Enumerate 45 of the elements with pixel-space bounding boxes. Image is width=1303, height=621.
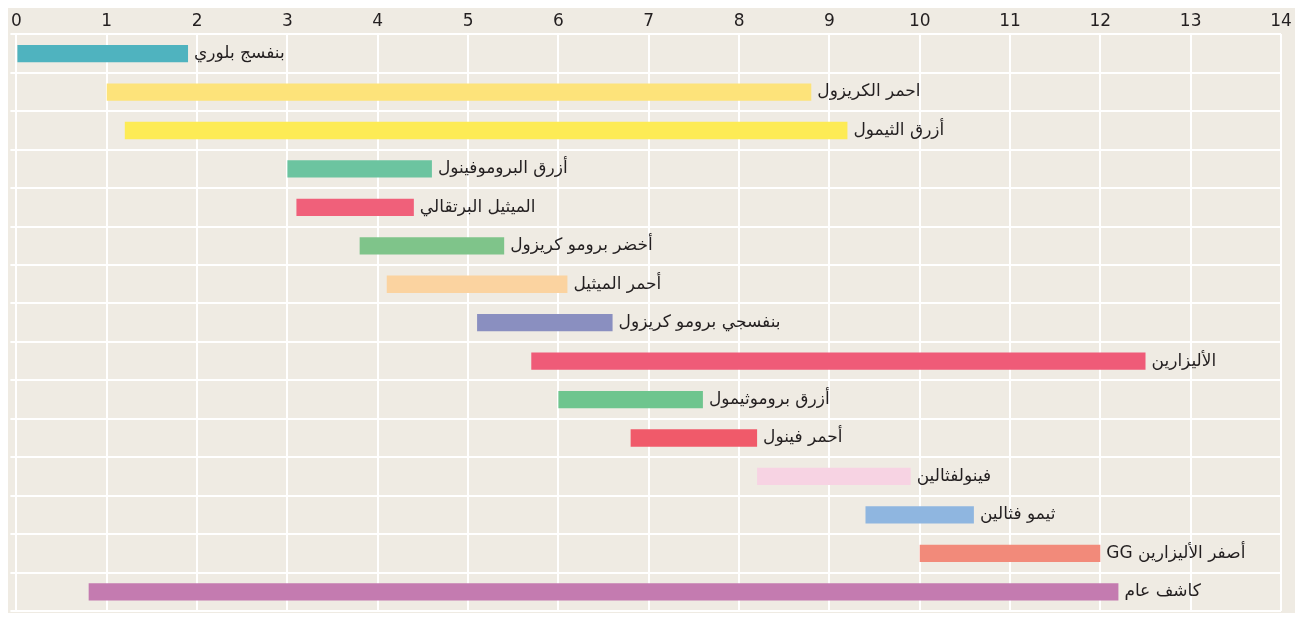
bar <box>287 160 432 178</box>
y-tick-label: بنفسجي برومو كريزول <box>618 311 781 333</box>
y-tick-label: أحمر الميثيل <box>573 271 662 293</box>
bar <box>865 506 974 524</box>
y-tick-label: احمر الكريزول <box>817 80 921 101</box>
x-tick-label: 10 <box>908 9 931 30</box>
bar <box>919 544 1101 562</box>
x-tick-label: 3 <box>281 9 293 30</box>
bar <box>757 467 911 486</box>
x-tick-label: 6 <box>552 9 564 30</box>
bar <box>477 314 613 332</box>
y-tick-label: أزرق الثيمول <box>853 117 945 139</box>
x-tick-label: 7 <box>643 9 655 30</box>
y-tick-label: أحمر فينول <box>763 425 843 447</box>
bar <box>359 237 505 255</box>
y-tick-label: ثيمو فثالين <box>979 503 1056 524</box>
bar <box>17 44 189 63</box>
x-tick-label: 9 <box>823 9 835 30</box>
x-tick-label: 4 <box>372 9 384 30</box>
y-tick-label: فينولفثالين <box>916 464 992 485</box>
x-tick-label: 2 <box>191 9 203 30</box>
bar <box>296 198 414 217</box>
y-tick-label: كاشف عام <box>1124 580 1202 601</box>
y-tick-label: الأليزارين <box>1151 349 1217 370</box>
x-tick-label: 5 <box>462 9 474 30</box>
y-tick-label: الميثيل البرتقالي <box>419 195 536 217</box>
x-tick-label: 0 <box>10 9 22 30</box>
y-tick-label: أزرق البروموفينول <box>437 156 568 178</box>
x-tick-label: 11 <box>999 9 1021 30</box>
bar <box>630 429 758 447</box>
bar <box>558 390 703 409</box>
x-tick-label: 1 <box>101 9 113 30</box>
bar <box>531 352 1146 370</box>
y-tick-label: أخضر برومو كريزول <box>510 233 653 255</box>
y-tick-label: بنفسج بلوري <box>194 42 285 64</box>
x-tick-label: 12 <box>1089 9 1112 30</box>
bar <box>124 121 848 140</box>
bar <box>88 583 1119 601</box>
x-tick-label: 13 <box>1179 9 1202 30</box>
bar <box>386 275 568 293</box>
x-tick-label: 8 <box>733 9 745 30</box>
y-tick-label: أصفر الأليزارين GG <box>1106 540 1246 562</box>
y-tick-label: أزرق بروموثيمول <box>708 387 830 408</box>
x-tick-label: 14 <box>1270 9 1292 30</box>
bar <box>106 83 812 101</box>
